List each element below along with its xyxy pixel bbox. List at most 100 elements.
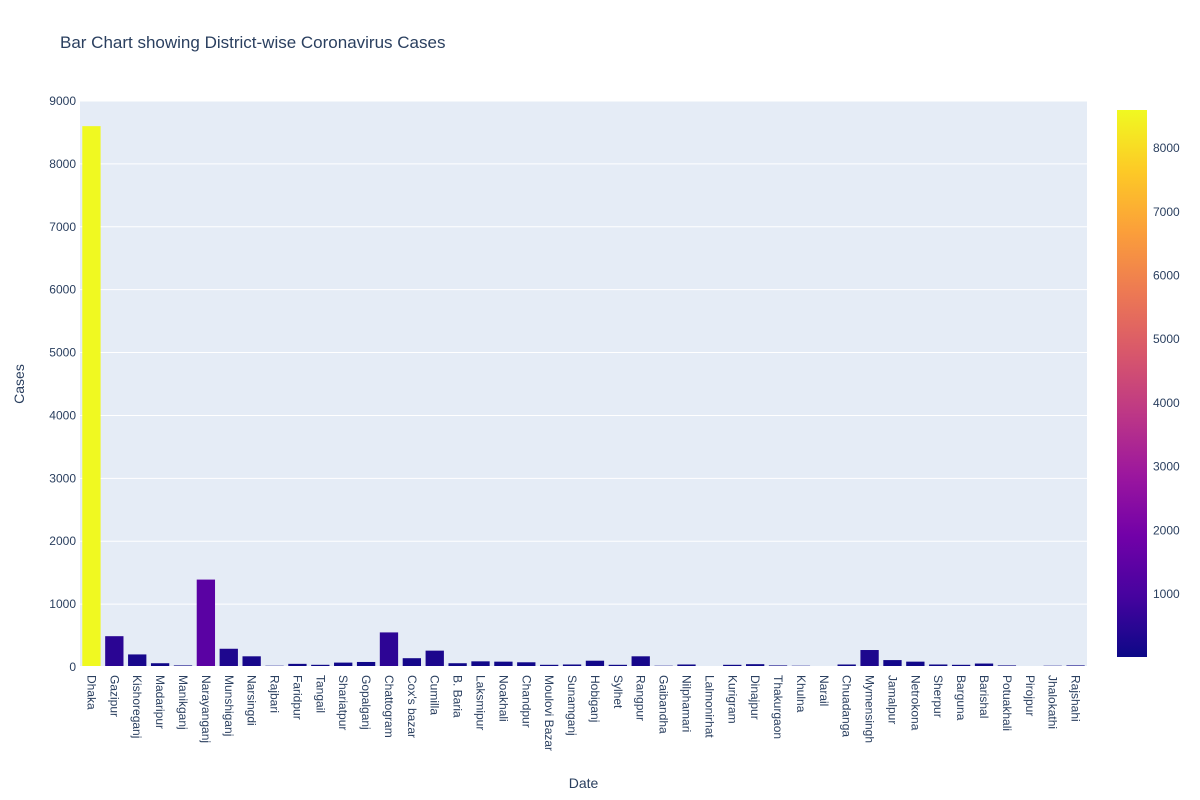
bar-shariatpur[interactable] [334, 662, 353, 667]
x-tick-label: Tangail [313, 675, 327, 713]
bar-laksmipur[interactable] [471, 661, 490, 667]
y-tick-label: 3000 [49, 471, 76, 485]
x-tick-label: B. Baria [451, 675, 465, 718]
x-tick-label: Sylhet [611, 675, 625, 709]
colorbar-tick-label: 2000 [1153, 523, 1180, 537]
bar-sherpur[interactable] [929, 664, 948, 667]
bar-sunamganj[interactable] [562, 664, 582, 667]
bar-narsingdi[interactable] [242, 656, 261, 667]
y-tick-label: 5000 [49, 346, 76, 360]
y-tick-label: 7000 [49, 220, 76, 234]
y-tick-label: 0 [69, 660, 76, 674]
x-tick-label: Netrokona [908, 675, 922, 731]
bar-nilphamari[interactable] [677, 664, 696, 667]
x-tick-label: Gazipur [107, 675, 121, 717]
colorbar-tick-label: 6000 [1153, 269, 1180, 283]
colorbar-tick-label: 7000 [1153, 205, 1180, 219]
plot-area [80, 101, 1087, 667]
x-tick-label: Nilphamari [679, 675, 693, 732]
bar-rangpur[interactable] [631, 656, 650, 667]
x-tick-label: Laksmipur [474, 675, 488, 730]
bar-gazipur[interactable] [105, 636, 124, 667]
x-tick-label: Manikganj [176, 675, 190, 730]
x-tick-label: Noakhali [496, 675, 510, 722]
y-tick-label: 6000 [49, 283, 76, 297]
x-tick-label: Cumilla [428, 675, 442, 715]
x-tick-label: Dinajpur [748, 675, 762, 720]
y-tick-label: 4000 [49, 408, 76, 422]
x-tick-label: Narail [817, 675, 831, 706]
bar-kurigram[interactable] [723, 664, 742, 667]
x-tick-label: Faridpur [290, 675, 304, 720]
y-tick-label: 2000 [49, 534, 76, 548]
bar-mymensingh[interactable] [860, 650, 879, 667]
bar-b-baria[interactable] [448, 663, 467, 667]
colorbar-tick-label: 4000 [1153, 396, 1180, 410]
bar-narayanganj[interactable] [196, 579, 216, 667]
y-axis-title: Cases [11, 364, 27, 404]
bar-noakhali[interactable] [494, 661, 513, 667]
x-tick-label: Sherpur [931, 675, 945, 718]
bar-sylhet[interactable] [608, 664, 627, 667]
x-tick-label: Chuadanga [840, 675, 854, 737]
x-tick-label: Jhalokathi [1046, 675, 1060, 729]
bar-moulovi-bazar[interactable] [540, 664, 559, 667]
x-tick-label: Rajbari [268, 675, 282, 713]
x-tick-label: Madaripur [153, 675, 167, 729]
x-tick-label: Sunamganj [565, 675, 579, 736]
bar-dinajpur[interactable] [745, 664, 765, 667]
bar-netrokona[interactable] [906, 661, 925, 667]
bar-barishal[interactable] [974, 663, 994, 667]
bar-jamalpur[interactable] [883, 660, 902, 667]
x-tick-label: Narsingdi [245, 675, 259, 726]
chart-title: Bar Chart showing District-wise Coronavi… [60, 33, 446, 52]
x-tick-label: Thakurgaon [771, 675, 785, 739]
x-tick-label: Mymensingh [863, 675, 877, 743]
x-tick-label: Gaibandha [657, 675, 671, 734]
x-tick-label: Jamalpur [885, 675, 899, 724]
x-tick-label: Shariatpur [336, 675, 350, 730]
colorbar-tick-label: 1000 [1153, 587, 1180, 601]
x-tick-label: Pirojpur [1023, 675, 1037, 716]
x-tick-label: Munshiganj [222, 675, 236, 736]
bar-munshiganj[interactable] [219, 648, 238, 667]
x-tick-label: Cox's bazar [405, 675, 419, 738]
bar-chandpur[interactable] [517, 662, 536, 667]
bar-cox-s-bazar[interactable] [402, 658, 422, 667]
colorbar [1117, 110, 1147, 657]
colorbar-tick-label: 3000 [1153, 460, 1180, 474]
x-tick-label: Narayanganj [199, 675, 213, 743]
x-tick-label: Chattogram [382, 675, 396, 738]
x-tick-label: Kishoreganj [130, 675, 144, 738]
x-tick-label: Barguna [954, 675, 968, 721]
bar-hobiganj[interactable] [585, 660, 605, 667]
x-tick-label: Kurigram [725, 675, 739, 724]
x-tick-label: Chandpur [519, 675, 533, 728]
x-tick-label: Hobiganj [588, 675, 602, 722]
y-tick-label: 9000 [49, 94, 76, 108]
bar-gopalganj[interactable] [356, 661, 376, 667]
x-tick-label: Potuakhali [1000, 675, 1014, 731]
colorbar-tick-label: 5000 [1153, 332, 1180, 346]
bar-chattogram[interactable] [379, 632, 399, 667]
x-tick-label: Lalmonirhat [702, 675, 716, 738]
y-tick-label: 1000 [49, 597, 76, 611]
x-tick-label: Moulovi Bazar [542, 675, 556, 751]
bar-kishoreganj[interactable] [128, 654, 147, 667]
y-tick-label: 8000 [49, 157, 76, 171]
bar-madaripur[interactable] [150, 663, 170, 667]
x-tick-label: Dhaka [84, 675, 98, 710]
x-tick-label: Khulna [794, 675, 808, 713]
bar-tangail[interactable] [311, 664, 330, 667]
bar-cumilla[interactable] [425, 650, 444, 667]
bar-chuadanga[interactable] [837, 664, 856, 667]
bar-dhaka[interactable] [82, 126, 101, 667]
x-tick-label: Rangpur [634, 675, 648, 721]
colorbar-tick-label: 8000 [1153, 141, 1180, 155]
x-axis-title: Date [569, 775, 599, 791]
bar-barguna[interactable] [951, 664, 971, 667]
x-tick-label: Gopalganj [359, 675, 373, 730]
x-tick-label: Rajshahi [1069, 675, 1083, 722]
bar-faridpur[interactable] [288, 663, 307, 667]
